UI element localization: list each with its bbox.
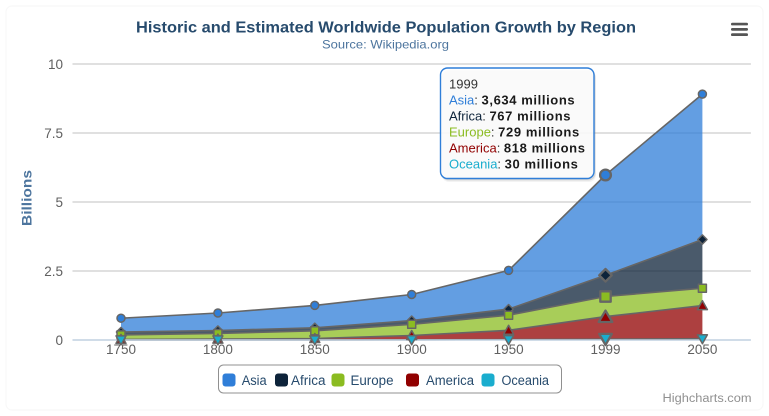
svg-text:Oceania: 30 millions: Oceania: 30 millions: [449, 157, 578, 172]
svg-text:America: America: [426, 373, 474, 388]
svg-text:1900: 1900: [397, 342, 427, 357]
svg-text:Billions: Billions: [20, 170, 35, 226]
svg-text:Asia: Asia: [242, 373, 267, 388]
svg-text:7.5: 7.5: [44, 126, 63, 141]
svg-text:America: 818 millions: America: 818 millions: [449, 141, 586, 156]
svg-text:2.5: 2.5: [44, 264, 63, 279]
svg-text:Europe: 729 millions: Europe: 729 millions: [449, 125, 580, 140]
svg-text:1850: 1850: [300, 342, 330, 357]
svg-text:Highcharts.com: Highcharts.com: [663, 393, 752, 405]
svg-text:1950: 1950: [494, 342, 524, 357]
svg-text:0: 0: [55, 333, 63, 348]
svg-text:1750: 1750: [106, 342, 136, 357]
svg-text:Oceania: Oceania: [502, 373, 550, 388]
svg-text:2050: 2050: [687, 342, 717, 357]
svg-text:5: 5: [55, 195, 63, 210]
svg-text:Historic and Estimated Worldwi: Historic and Estimated Worldwide Populat…: [136, 20, 636, 37]
svg-text:1999: 1999: [590, 342, 620, 357]
svg-text:1999: 1999: [449, 77, 478, 92]
svg-text:Europe: Europe: [351, 373, 394, 388]
svg-text:Asia: 3,634 millions: Asia: 3,634 millions: [449, 93, 575, 108]
svg-text:Africa: Africa: [291, 373, 326, 388]
svg-text:1800: 1800: [203, 342, 233, 357]
svg-text:Africa: 767 millions: Africa: 767 millions: [449, 109, 571, 124]
svg-text:10: 10: [48, 57, 63, 72]
svg-text:Source: Wikipedia.org: Source: Wikipedia.org: [322, 38, 449, 52]
